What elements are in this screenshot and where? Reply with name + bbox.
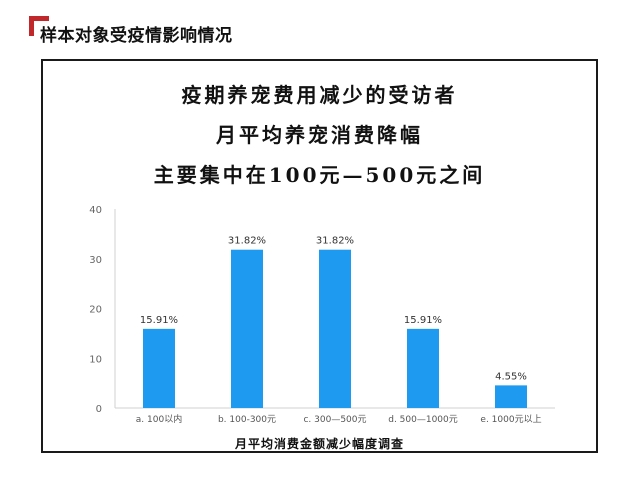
- x-tick-label: d. 500—1000元: [388, 415, 458, 425]
- bar-data-label: 15.91%: [140, 315, 178, 326]
- x-tick-label: c. 300—500元: [303, 415, 366, 425]
- section-corner-mark: [29, 16, 49, 36]
- headline-line-2: 月平均养宠消费降幅: [216, 123, 423, 147]
- y-tick-label: 0: [96, 404, 102, 415]
- section-title: 样本对象受疫情影响情况: [40, 26, 233, 46]
- x-axis-label: 月平均消费金额减少幅度调查: [234, 437, 404, 451]
- bar-data-label: 15.91%: [404, 315, 442, 326]
- headline-line-3: 主要集中在100元—500元之间: [153, 163, 486, 187]
- x-tick-label: b. 100-300元: [218, 415, 276, 425]
- x-tick-label: e. 1000元以上: [480, 414, 541, 425]
- bar: [143, 328, 175, 408]
- bar-data-label: 31.82%: [316, 236, 354, 247]
- bar: [495, 385, 527, 408]
- bar-data-label: 4.55%: [495, 371, 527, 382]
- chart-frame: 疫期养宠费用减少的受访者 月平均养宠消费降幅 主要集中在100元—500元之间 …: [41, 59, 598, 453]
- x-tick-label: a. 100以内: [136, 413, 182, 425]
- bar-data-label: 31.82%: [228, 236, 266, 247]
- y-tick-label: 20: [89, 305, 102, 316]
- bar-chart: 0 10 20 30 40 15.91% a. 100以内 31.82% b. 100-300元…: [89, 205, 555, 425]
- y-tick-label: 10: [89, 354, 102, 365]
- y-tick-label: 30: [89, 255, 102, 266]
- bar: [407, 328, 439, 408]
- headline-line-1: 疫期养宠费用减少的受访者: [181, 83, 458, 107]
- bar: [231, 249, 263, 408]
- y-tick-label: 40: [89, 205, 102, 216]
- bar: [319, 249, 351, 408]
